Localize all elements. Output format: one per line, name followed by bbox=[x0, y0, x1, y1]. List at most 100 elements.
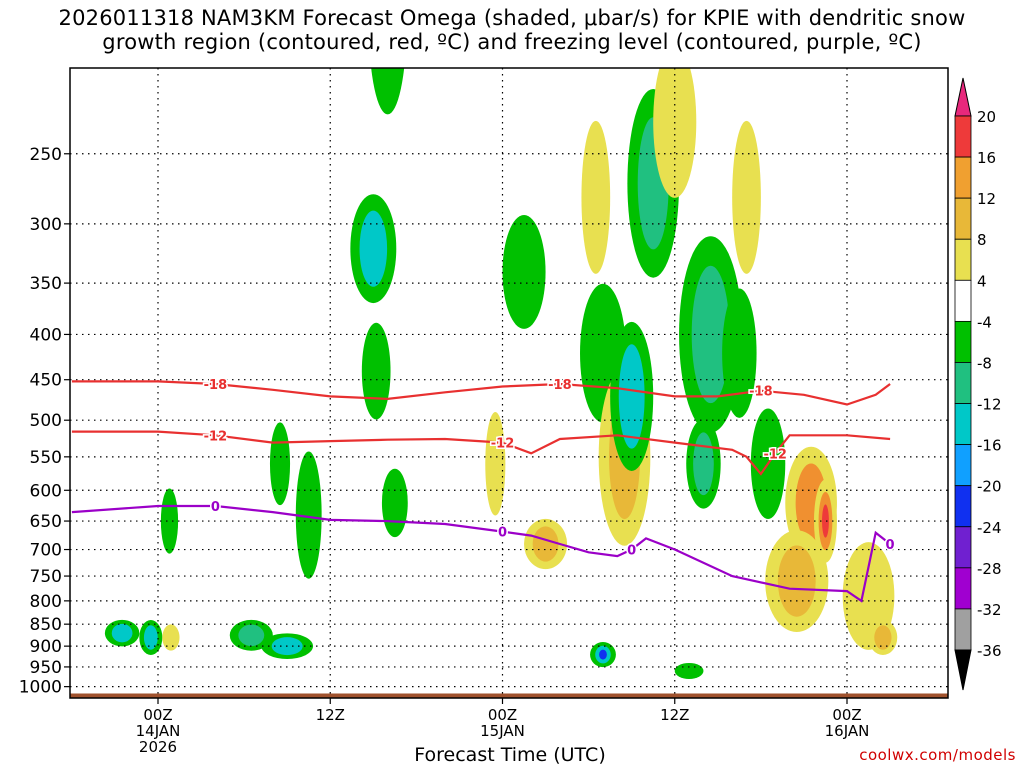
terrain-fill bbox=[70, 693, 948, 698]
y-tick-label: 950 bbox=[30, 658, 62, 678]
y-tick-label: 1000 bbox=[19, 678, 62, 698]
x-tick-label: 12Z bbox=[316, 706, 345, 724]
terrain-band bbox=[70, 693, 948, 698]
colorbar-label: -24 bbox=[977, 519, 1002, 537]
colorbar-top-arrow bbox=[954, 77, 972, 117]
omega-blob bbox=[269, 422, 291, 506]
credit-link[interactable]: coolwx.com/models bbox=[859, 746, 1016, 764]
colorbar-swatch bbox=[954, 403, 972, 446]
colorbar-label: -12 bbox=[977, 396, 1002, 414]
colorbar-label: -32 bbox=[977, 601, 1002, 619]
y-tick-label: 300 bbox=[30, 215, 62, 235]
x-tick-label: 00Z bbox=[488, 706, 517, 724]
omega-blob bbox=[361, 322, 391, 420]
y-tick-label: 650 bbox=[30, 512, 62, 532]
colorbar-label: -8 bbox=[977, 354, 992, 372]
omega-blob-core bbox=[618, 344, 645, 449]
y-tick-label: 700 bbox=[30, 541, 62, 561]
dgz-contour-minus18-label: -18 bbox=[548, 378, 572, 393]
omega-shading bbox=[104, 68, 898, 679]
x-tick-label: 00Z bbox=[143, 706, 172, 724]
omega-blob-peak bbox=[116, 627, 128, 639]
colorbar-label: -16 bbox=[977, 437, 1002, 455]
freezing-level-contour-label: 0 bbox=[498, 526, 507, 541]
colorbar-swatch bbox=[954, 362, 972, 404]
x-tick-label: 14JAN bbox=[136, 722, 181, 740]
y-tick-label: 800 bbox=[30, 592, 62, 612]
omega-blob bbox=[581, 120, 611, 274]
contours: -18 -18 -18 -12 -12 -12 0 0 0 0 bbox=[71, 376, 896, 603]
x-tick-label: 12Z bbox=[660, 706, 689, 724]
freezing-level-contour bbox=[71, 504, 891, 603]
omega-blob-core bbox=[532, 526, 559, 562]
colorbar-swatch bbox=[954, 156, 972, 199]
colorbar-swatch bbox=[954, 115, 972, 158]
y-tick-label: 850 bbox=[30, 615, 62, 635]
x-tick-label: 16JAN bbox=[825, 722, 870, 740]
freezing-level-contour-label: 0 bbox=[627, 544, 636, 559]
dgz-contour-minus12-label: -12 bbox=[491, 437, 515, 452]
colorbar-swatch bbox=[954, 197, 972, 240]
omega-blob bbox=[485, 411, 506, 516]
colorbar-swatch bbox=[954, 526, 972, 569]
colorbar-swatch bbox=[954, 567, 972, 610]
colorbar-swatch bbox=[954, 320, 972, 363]
colorbar-swatch bbox=[954, 279, 972, 322]
omega-blob bbox=[381, 468, 408, 538]
y-tick-label: 450 bbox=[30, 371, 62, 391]
colorbar-label: 4 bbox=[977, 272, 987, 290]
colorbar: 20 16 12 8 4 -4 -8 -12 -16 -20 -24 -28 -32 -36 bbox=[954, 77, 1002, 691]
dgz-contour-minus18 bbox=[71, 380, 891, 406]
colorbar-swatch bbox=[954, 238, 972, 281]
x-tick-label: 2026 bbox=[139, 738, 177, 756]
omega-blob bbox=[371, 68, 405, 115]
colorbar-swatch bbox=[954, 444, 972, 487]
omega-blob bbox=[653, 68, 697, 198]
omega-blob-core bbox=[693, 432, 714, 496]
omega-blob bbox=[295, 451, 322, 579]
omega-blob bbox=[732, 120, 761, 274]
plot-gridlines bbox=[70, 68, 948, 698]
dgz-contour-minus12 bbox=[71, 430, 891, 476]
freezing-level-contour-label: 0 bbox=[211, 500, 220, 515]
y-tick-label: 900 bbox=[30, 637, 62, 657]
y-tick-label: 400 bbox=[30, 325, 62, 345]
colorbar-bottom-arrow bbox=[954, 649, 972, 691]
y-axis: 2503003504004505005506006507007508008509… bbox=[19, 145, 70, 698]
x-tick-label: 15JAN bbox=[480, 722, 525, 740]
chart-title-line1: 2026011318 NAM3KM Forecast Omega (shaded… bbox=[58, 6, 966, 30]
chart-title-line2: growth region (contoured, red, ºC) and f… bbox=[102, 30, 922, 54]
colorbar-label: 12 bbox=[977, 190, 996, 208]
omega-blob-peak bbox=[366, 226, 381, 271]
freezing-level-contour-label: 0 bbox=[886, 538, 895, 553]
colorbar-label: 8 bbox=[977, 231, 987, 249]
y-tick-label: 550 bbox=[30, 448, 62, 468]
colorbar-swatch bbox=[954, 608, 972, 651]
omega-blob-core bbox=[143, 625, 158, 650]
omega-blob bbox=[160, 488, 179, 554]
dgz-contour-minus18-label: -18 bbox=[204, 378, 228, 393]
colorbar-label: -4 bbox=[977, 313, 992, 331]
colorbar-label: 16 bbox=[977, 149, 996, 167]
omega-blob-peak bbox=[822, 504, 829, 538]
omega-blob-core bbox=[238, 624, 265, 647]
x-tick-label: 00Z bbox=[832, 706, 861, 724]
dgz-contour-minus18-label: -18 bbox=[749, 385, 773, 400]
omega-blob-core bbox=[874, 625, 892, 650]
dgz-contour-minus12-label: -12 bbox=[763, 447, 787, 462]
omega-blob bbox=[502, 215, 546, 329]
y-tick-label: 250 bbox=[30, 145, 62, 165]
colorbar-label: 20 bbox=[977, 108, 996, 126]
plot-frame bbox=[69, 67, 949, 699]
omega-blob bbox=[722, 288, 757, 418]
x-axis-label: Forecast Time (UTC) bbox=[414, 744, 606, 766]
omega-blob bbox=[674, 662, 704, 679]
omega-blob-core bbox=[777, 545, 816, 617]
y-tick-label: 600 bbox=[30, 481, 62, 501]
omega-blob bbox=[162, 624, 180, 651]
dgz-contour-minus12-label: -12 bbox=[204, 429, 228, 444]
omega-blob-core bbox=[691, 265, 730, 404]
